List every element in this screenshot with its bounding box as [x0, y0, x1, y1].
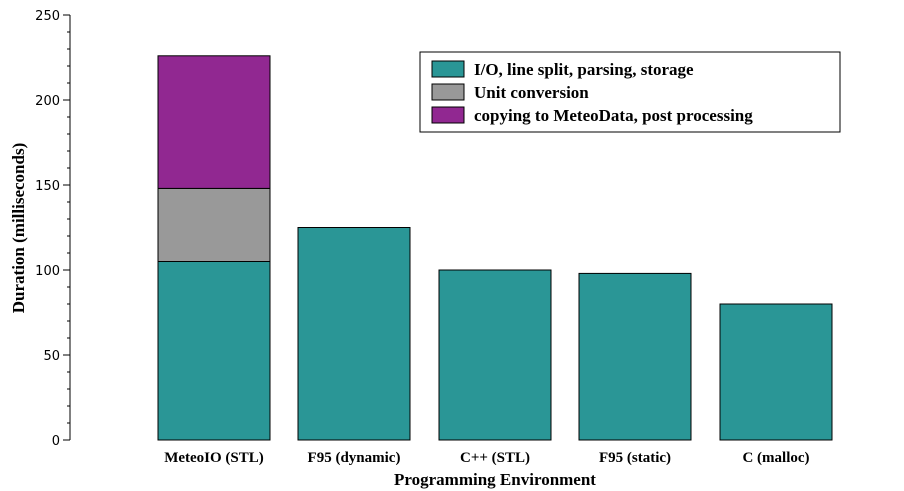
legend-label: I/O, line split, parsing, storage	[474, 60, 694, 79]
x-tick-label: F95 (dynamic)	[308, 450, 401, 466]
y-tick-label: 50	[43, 349, 60, 364]
y-tick-label: 0	[52, 434, 60, 449]
y-tick-label: 250	[35, 9, 60, 24]
bar-segment	[158, 56, 270, 189]
x-tick-label: MeteoIO (STL)	[164, 450, 264, 466]
legend-label: copying to MeteoData, post processing	[474, 106, 753, 125]
bar-segment	[720, 304, 832, 440]
legend-label: Unit conversion	[474, 83, 589, 102]
y-tick-label: 200	[35, 94, 60, 109]
y-axis-title: Duration (milliseconds)	[9, 143, 28, 313]
y-axis: 0 50 100 150 200 250	[35, 9, 70, 449]
legend: I/O, line split, parsing, storage Unit co…	[420, 52, 840, 132]
bar-segment	[298, 228, 410, 441]
x-tick-label: F95 (static)	[599, 450, 671, 466]
x-axis: MeteoIO (STL) F95 (dynamic) C++ (STL) F95 (…	[164, 450, 809, 466]
bar-segment	[439, 270, 551, 440]
x-axis-title: Programming Environment	[394, 470, 596, 489]
y-tick-label: 100	[35, 264, 60, 279]
legend-swatch	[432, 61, 464, 77]
bar-segment	[158, 188, 270, 261]
y-tick-label: 150	[35, 179, 60, 194]
legend-swatch	[432, 84, 464, 100]
bar-segment	[579, 273, 691, 440]
legend-swatch	[432, 107, 464, 123]
x-tick-label: C (malloc)	[742, 450, 809, 466]
bar-segment	[158, 262, 270, 441]
x-tick-label: C++ (STL)	[460, 450, 530, 466]
